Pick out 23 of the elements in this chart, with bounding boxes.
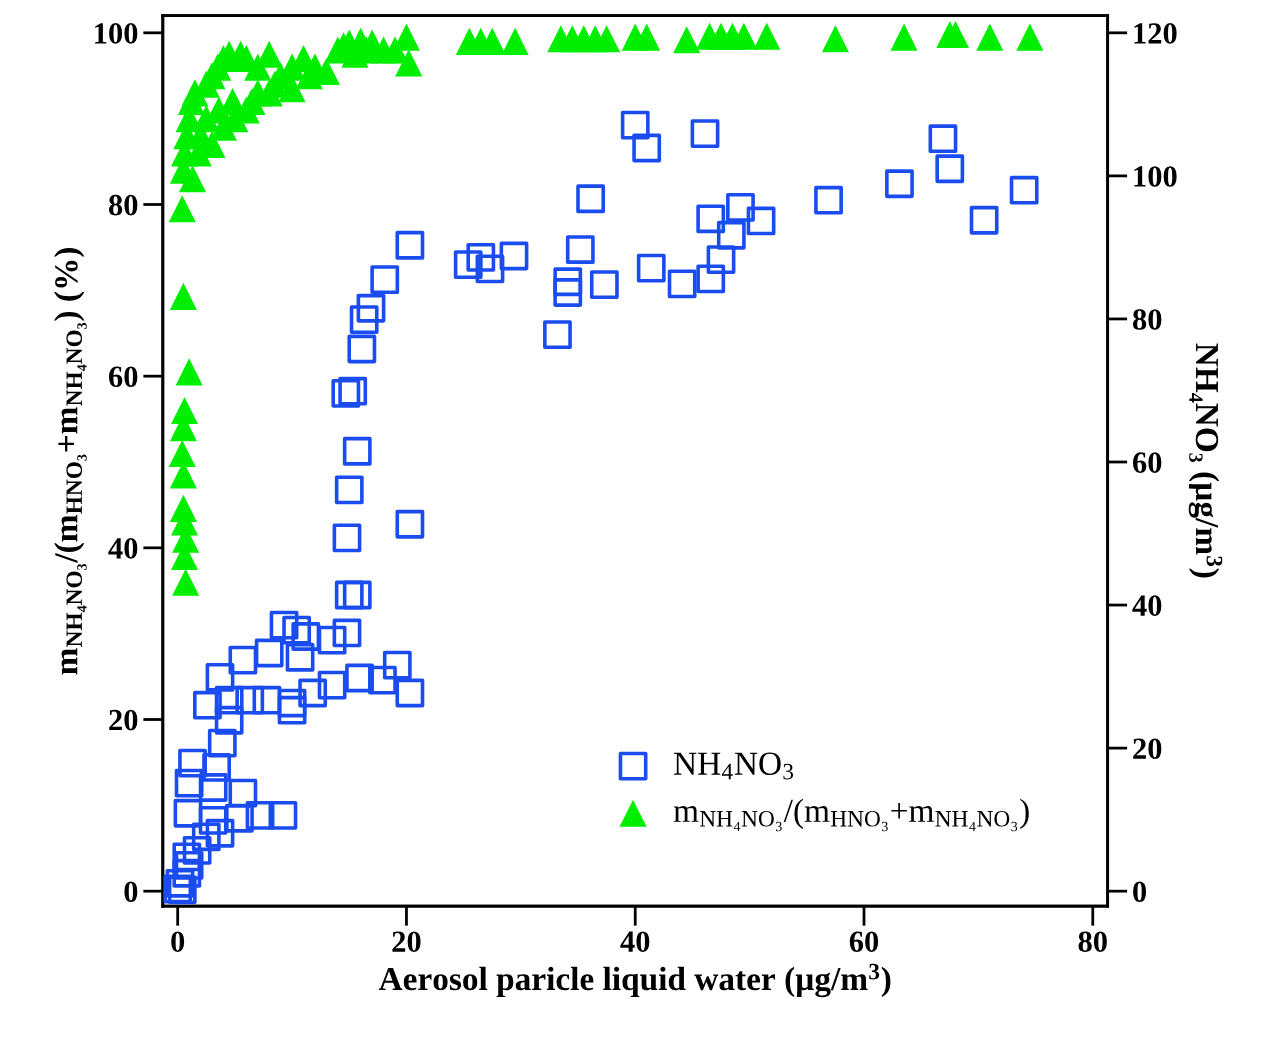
y2-tick-label: 60 xyxy=(1133,452,1162,473)
x-tick-label: 0 xyxy=(171,931,185,952)
legend-label: NH$_{4}$NO$_{3}$ xyxy=(674,752,794,780)
y-tick-label: 20 xyxy=(109,709,138,731)
x-tick-label: 80 xyxy=(1078,931,1107,952)
y2-tick-label: 80 xyxy=(1132,309,1162,330)
y2-axis-title: NH₄NO₃ (µg/m$^{3}$) xyxy=(1188,343,1223,578)
y-tick-label: 60 xyxy=(109,366,138,388)
legend-label: m$_{NH₄NO₃}$/(m$_{HNO₃}$+m$_{NH₄NO₃}$) xyxy=(673,798,1029,832)
x-axis-title: Aerosol paricle liquid water (µg/m$^{3}$) xyxy=(378,963,891,998)
y-tick-label: 40 xyxy=(108,538,138,559)
y2-tick-label: 20 xyxy=(1133,738,1162,760)
y-axis-title: m$_{NH₄NO₃}$/(m$_{HNO₃}$+m$_{NH₄NO₃}$) (%) xyxy=(54,248,87,675)
x-tick-label: 20 xyxy=(392,931,421,952)
y2-tick-label: 40 xyxy=(1132,595,1162,616)
y-tick-label: 100 xyxy=(95,23,138,44)
x-tick-label: 60 xyxy=(849,931,879,952)
x-tick-label: 40 xyxy=(620,931,650,952)
y-tick-label: 0 xyxy=(124,881,138,903)
y2-tick-label: 120 xyxy=(1134,23,1177,44)
y2-tick-label: 100 xyxy=(1134,166,1177,187)
y-tick-label: 80 xyxy=(108,194,138,216)
y2-tick-label: 0 xyxy=(1133,881,1147,903)
